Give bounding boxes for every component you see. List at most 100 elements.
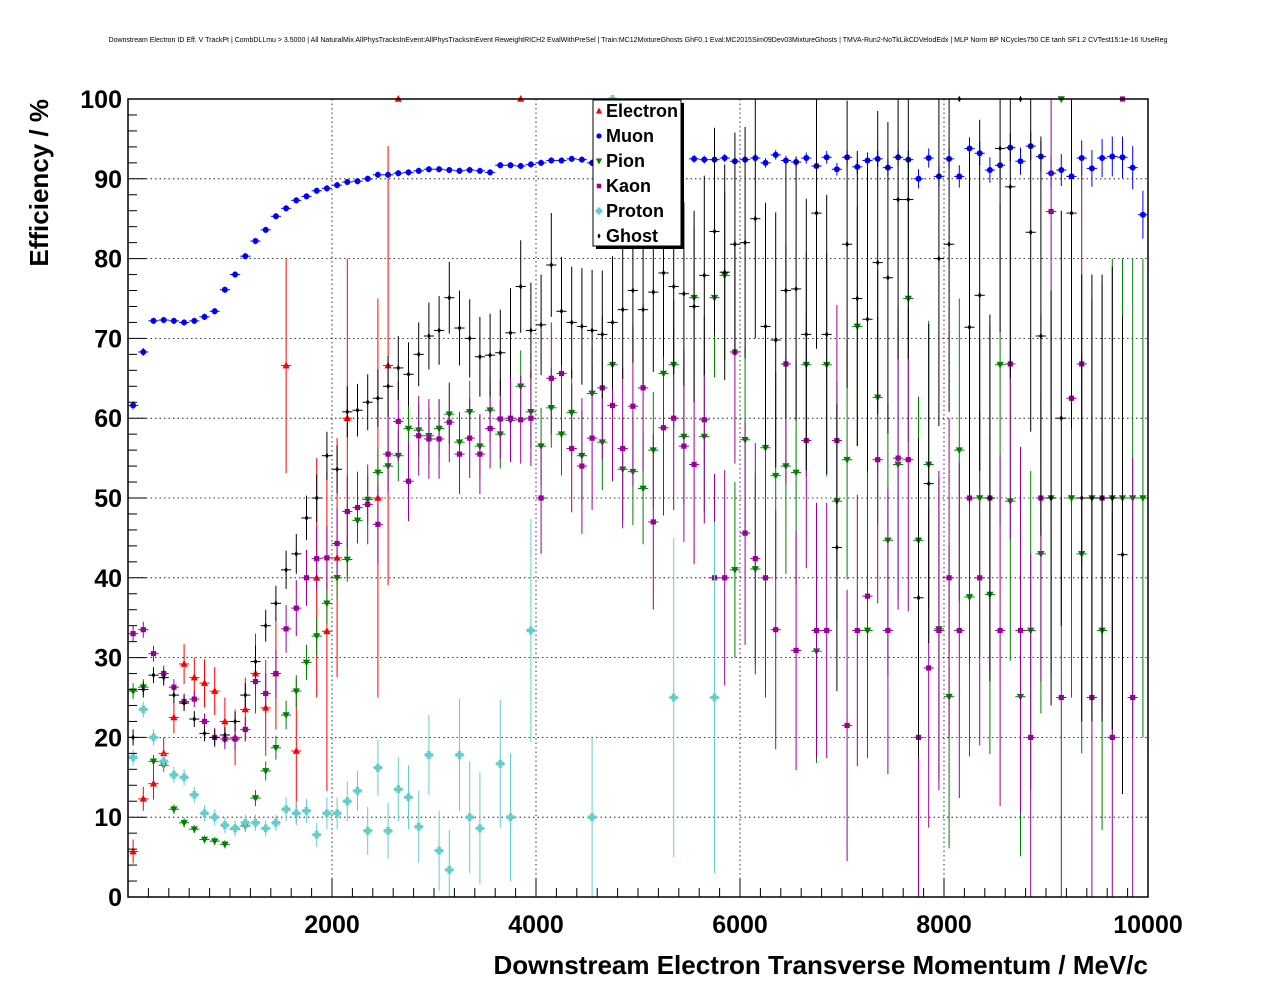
marker [875, 259, 880, 266]
data-point [505, 162, 516, 169]
data-point [291, 580, 302, 637]
marker [376, 395, 380, 402]
data-point [607, 256, 618, 389]
data-point [954, 462, 965, 799]
data-point [719, 470, 730, 686]
marker [161, 674, 166, 681]
data-point [454, 699, 465, 811]
marker [467, 335, 472, 342]
marker [559, 308, 564, 315]
marker [977, 575, 983, 581]
data-point [1005, 99, 1016, 379]
marker [396, 364, 401, 372]
x-tick-label: 10000 [1113, 911, 1183, 939]
marker [253, 658, 258, 665]
data-point [372, 171, 383, 179]
marker [354, 504, 361, 511]
data-point [383, 355, 394, 417]
data-point [260, 820, 271, 837]
marker [159, 757, 168, 766]
marker [823, 154, 830, 161]
marker [946, 575, 952, 581]
marker [242, 726, 248, 733]
marker [140, 627, 146, 633]
data-point [240, 253, 251, 260]
data-point [179, 319, 190, 326]
marker [416, 433, 422, 439]
marker [731, 567, 739, 574]
data-point [546, 322, 557, 435]
marker [294, 550, 299, 558]
data-point [1015, 446, 1026, 815]
marker [190, 826, 198, 834]
data-point [189, 317, 200, 325]
y-tick-label: 60 [94, 405, 122, 433]
data-point [372, 369, 383, 427]
marker [691, 155, 698, 162]
data-point [1056, 154, 1067, 186]
marker [221, 717, 229, 725]
marker [1110, 494, 1115, 502]
marker [833, 166, 840, 173]
marker [835, 544, 839, 551]
data-point [240, 683, 251, 708]
data-point [719, 164, 730, 380]
marker [160, 749, 168, 757]
marker [231, 824, 240, 833]
marker [210, 813, 219, 822]
data-point [525, 282, 536, 379]
marker [456, 167, 463, 174]
data-point [750, 442, 761, 675]
data-point [1107, 136, 1118, 177]
marker [446, 167, 453, 174]
data-point [576, 398, 587, 534]
data-point [128, 401, 139, 410]
data-point [362, 806, 373, 855]
marker [252, 678, 259, 685]
marker [916, 594, 921, 601]
data-point [352, 178, 363, 185]
data-point [189, 711, 200, 728]
data-point [546, 213, 557, 317]
y-tick-label: 80 [94, 246, 122, 274]
marker [467, 435, 473, 441]
data-point [1107, 266, 1118, 730]
data-point [148, 667, 159, 684]
marker [1100, 494, 1104, 502]
marker [641, 306, 645, 313]
data-point [230, 271, 241, 278]
data-point [260, 673, 271, 714]
data-point [250, 814, 261, 831]
y-tick-label: 10 [94, 804, 122, 832]
marker [682, 290, 686, 297]
marker [150, 651, 157, 657]
data-point [954, 165, 965, 188]
marker [314, 494, 319, 502]
y-tick-label: 70 [94, 325, 122, 353]
data-point [566, 384, 577, 513]
marker [436, 166, 443, 173]
legend-label: Kaon [606, 176, 651, 196]
marker [498, 349, 503, 356]
data-point [821, 150, 832, 164]
marker [384, 826, 393, 835]
data-point [148, 754, 159, 768]
data-point [199, 725, 210, 742]
data-point [250, 645, 261, 678]
marker [221, 286, 228, 293]
marker [302, 659, 311, 667]
marker [293, 605, 299, 611]
marker [149, 779, 158, 787]
data-point [536, 274, 547, 376]
data-point [281, 700, 292, 730]
marker [579, 463, 585, 469]
marker [488, 351, 492, 359]
data-point [689, 154, 700, 163]
marker [385, 171, 392, 178]
marker [507, 162, 514, 169]
marker [772, 151, 779, 158]
data-point [770, 509, 781, 750]
legend-marker [595, 207, 603, 215]
marker [773, 336, 778, 344]
